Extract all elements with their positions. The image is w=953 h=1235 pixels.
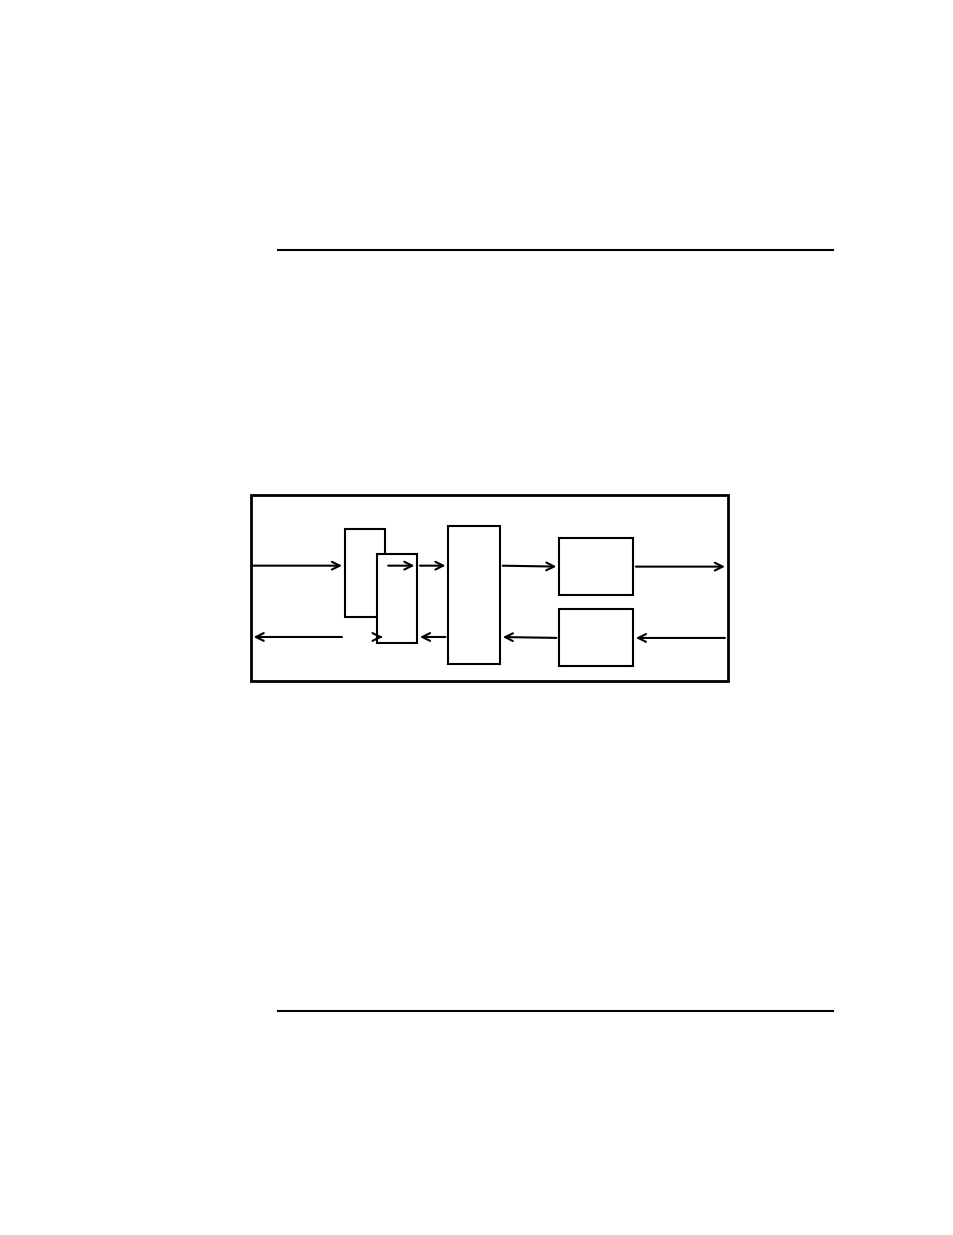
Bar (344, 529, 385, 618)
Bar (448, 526, 499, 663)
Bar (558, 609, 633, 667)
Bar (376, 555, 416, 642)
Bar (558, 538, 633, 595)
Bar (251, 495, 727, 680)
